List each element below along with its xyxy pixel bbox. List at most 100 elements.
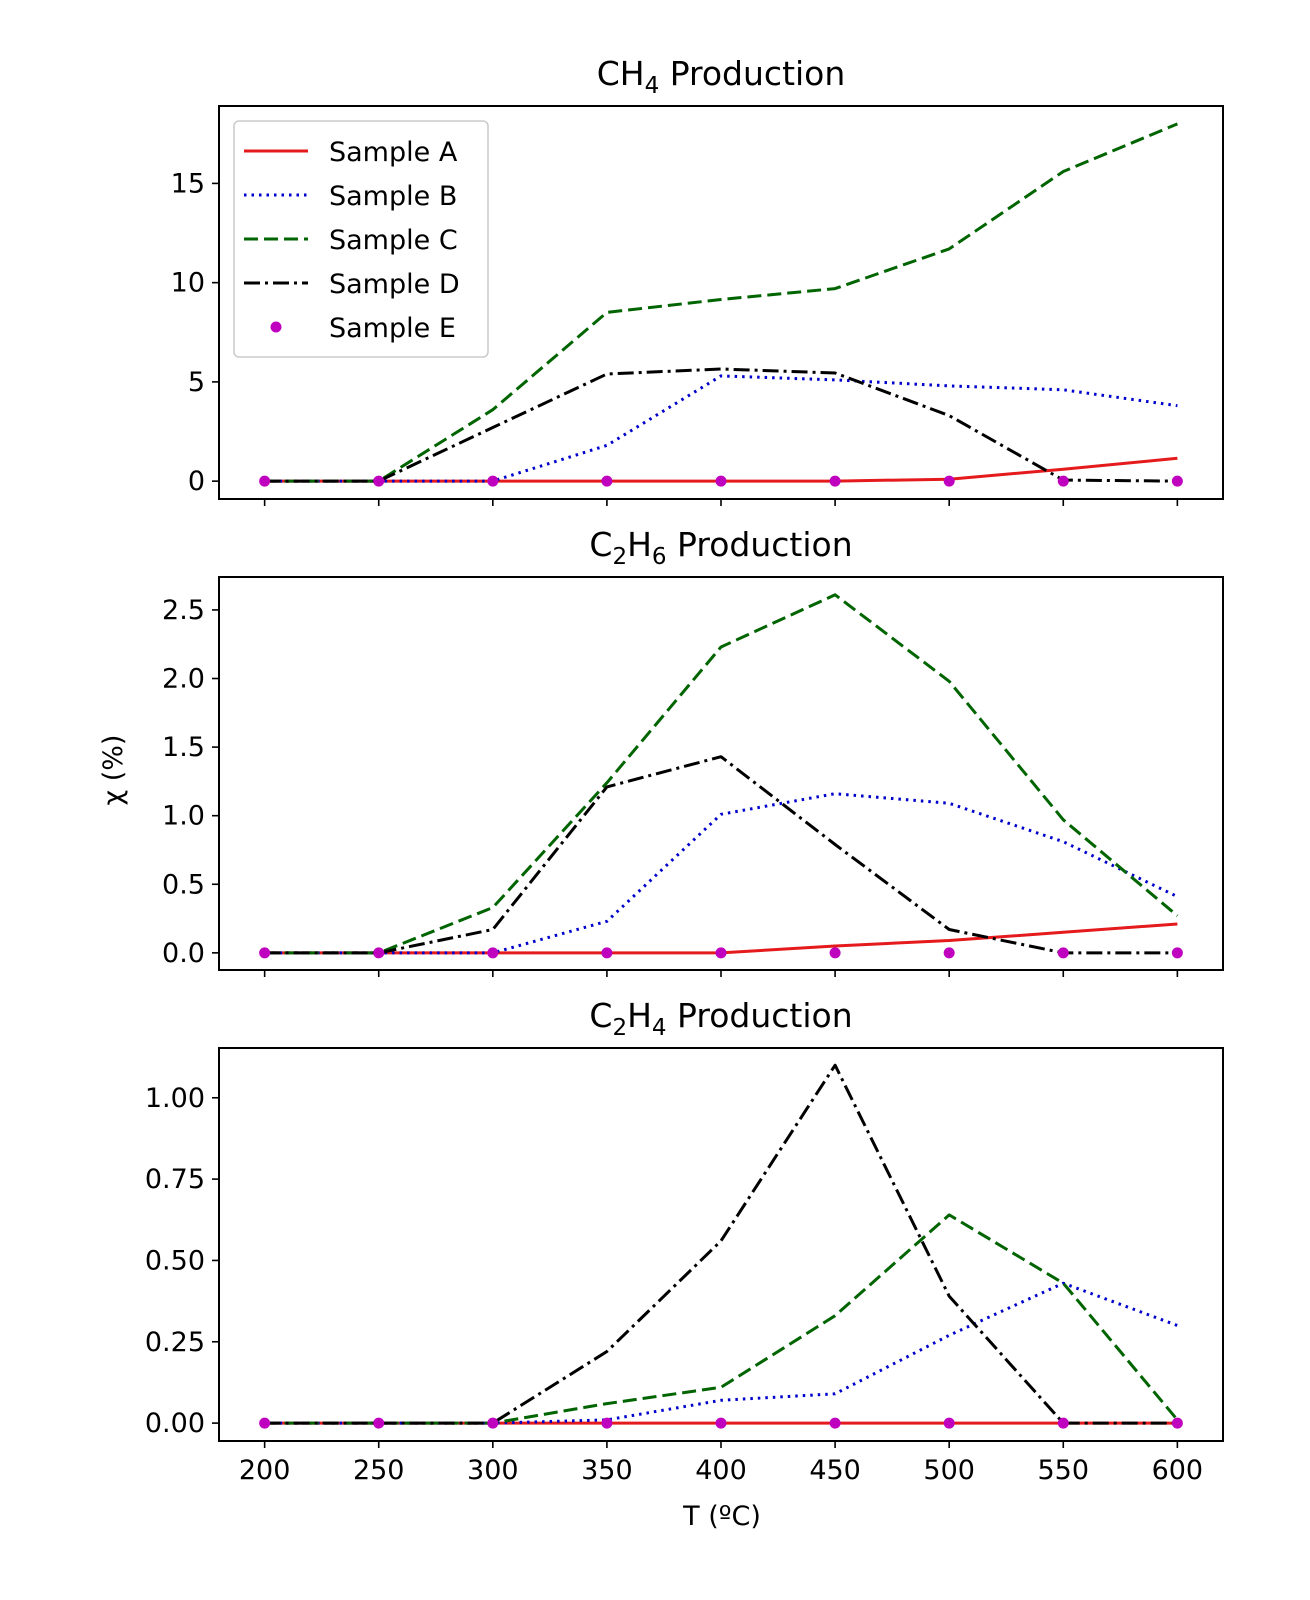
panel-title: C2H6 Production [589, 525, 852, 570]
series-line [264, 1213, 1179, 1425]
title-part: H [627, 525, 652, 564]
x-tick-label: 350 [581, 1455, 633, 1486]
data-point [943, 947, 955, 959]
data-point [1171, 475, 1183, 487]
title-subscript: 4 [645, 73, 660, 99]
y-tick-label: 2.0 [162, 664, 205, 695]
data-point [259, 1417, 271, 1429]
title-subscript: 2 [612, 544, 627, 570]
data-point [487, 475, 499, 487]
data-point [373, 1417, 385, 1429]
x-tick-label: 450 [809, 1455, 861, 1486]
legend-label: Sample B [329, 181, 457, 212]
x-tick-label: 600 [1152, 1455, 1204, 1486]
y-tick-label: 0.25 [145, 1327, 205, 1358]
y-tick-label: 1.5 [162, 732, 205, 763]
title-subscript: 4 [652, 1015, 667, 1041]
data-point [373, 475, 385, 487]
series-sample-b [264, 792, 1179, 955]
data-point [1057, 947, 1069, 959]
title-part: C [589, 525, 612, 564]
series-line [264, 122, 1178, 483]
title-part: H [627, 996, 652, 1035]
series-sample-e [259, 947, 1183, 959]
legend: Sample A Sample B Sample C Sample D Sample E [233, 120, 489, 358]
series-line [264, 1063, 1178, 1425]
series-sample-e [259, 475, 1183, 487]
data-point [943, 1417, 955, 1429]
y-tick-label: 0.5 [162, 869, 205, 900]
x-tick-label: 550 [1037, 1455, 1089, 1486]
y-tick-label: 0.00 [145, 1408, 205, 1439]
title-part: C [589, 996, 612, 1035]
legend-label: Sample E [329, 313, 456, 344]
data-point [373, 947, 385, 959]
legend-label: Sample A [329, 137, 458, 168]
y-tick-label: 1.0 [162, 801, 205, 832]
series-sample-d [264, 755, 1178, 955]
data-point [943, 475, 955, 487]
series-sample-c [264, 593, 1179, 955]
panel-2: C2H6 Production 0.0 0.5 1.0 1.5 2.0 2.5 [162, 525, 1224, 977]
y-tick-label: 1.00 [145, 1083, 205, 1114]
panel-title: C2H4 Production [589, 996, 852, 1041]
data-point [715, 1417, 727, 1429]
series-line [264, 593, 1179, 955]
data-point [1171, 1417, 1183, 1429]
title-part: Production [667, 525, 853, 564]
data-point [715, 475, 727, 487]
data-point [1057, 475, 1069, 487]
x-axis-label: T (ºC) [682, 1501, 761, 1532]
data-point [601, 1417, 613, 1429]
data-point [259, 947, 271, 959]
title-subscript: 2 [612, 1015, 627, 1041]
y-tick-label: 15 [171, 168, 205, 199]
y-tick-label: 0.50 [145, 1245, 205, 1276]
x-tick-label: 300 [467, 1455, 519, 1486]
legend-frame [233, 120, 489, 358]
y-tick-label: 10 [171, 268, 205, 299]
series-line [264, 374, 1178, 483]
legend-label: Sample C [329, 225, 458, 256]
series-sample-c [264, 122, 1178, 483]
x-tick-label: 500 [923, 1455, 975, 1486]
data-point [1171, 947, 1183, 959]
data-point [259, 475, 271, 487]
data-point [1057, 1417, 1069, 1429]
data-point [601, 475, 613, 487]
data-point [601, 947, 613, 959]
data-point [829, 947, 841, 959]
y-tick-label: 0 [188, 466, 205, 497]
y-axis-label: χ (%) [98, 735, 129, 806]
series-line [264, 367, 1178, 483]
series-sample-b [264, 374, 1178, 483]
plot-area [218, 1047, 1224, 1442]
series-line [264, 1281, 1178, 1425]
series-sample-e [259, 1417, 1183, 1429]
data-point [487, 947, 499, 959]
title-part: Production [659, 54, 845, 93]
data-point [487, 1417, 499, 1429]
data-point [715, 947, 727, 959]
series-sample-d [264, 1063, 1178, 1425]
series-sample-d [264, 367, 1178, 483]
legend-label: Sample D [329, 269, 460, 300]
series-sample-b [264, 1281, 1178, 1425]
y-tick-label: 0.75 [145, 1164, 205, 1195]
title-subscript: 6 [652, 544, 667, 570]
data-point [829, 475, 841, 487]
series-line [264, 792, 1179, 955]
y-tick-label: 5 [188, 367, 205, 398]
x-tick-label: 400 [695, 1455, 747, 1486]
title-part: Production [667, 996, 853, 1035]
series-line [264, 755, 1178, 955]
series-sample-c [264, 1213, 1179, 1425]
panel-title: CH4 Production [597, 54, 846, 99]
y-tick-label: 2.5 [162, 595, 205, 626]
x-tick-label: 250 [353, 1455, 405, 1486]
title-part: CH [597, 54, 645, 93]
x-tick-label: 200 [239, 1455, 291, 1486]
